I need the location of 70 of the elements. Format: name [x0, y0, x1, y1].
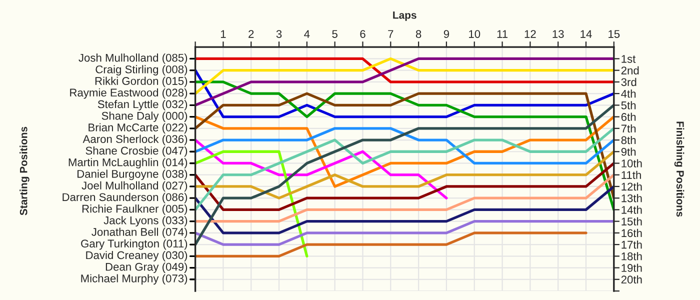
x-tick-label: 2: [248, 30, 254, 38]
series-label: Aaron Sherlock (036): [82, 134, 188, 146]
x-tick-label: 13: [552, 30, 564, 38]
y-tick-label: 4th: [621, 90, 636, 98]
x-tick-label: 1: [220, 30, 226, 38]
line-series: [195, 127, 614, 212]
y-tick-label: 6th: [621, 112, 636, 121]
y-tick-label: 15th: [622, 217, 642, 226]
text: Michael Murphy (073): [81, 274, 188, 285]
series-label: David Creaney (030): [86, 250, 188, 262]
x-tick-label: 7: [388, 30, 394, 38]
x-tick-label: 6: [360, 30, 366, 38]
line-series: [195, 174, 614, 223]
line-series: [195, 57, 614, 106]
line-series: [195, 115, 614, 188]
y-tick-label: 11th: [622, 170, 641, 179]
line-series: [195, 80, 614, 212]
y-tick-label: 9th: [621, 148, 636, 156]
series-label: Shane Crosbie (047): [86, 146, 188, 157]
line-series: [195, 92, 614, 200]
line-series: [195, 185, 614, 234]
series-label: Jack Lyons (033): [104, 216, 188, 226]
y-tick-label: 14th: [622, 206, 642, 214]
x-axis-title: Laps: [393, 12, 416, 21]
x-tick-label: 10: [469, 30, 480, 38]
series-label: Stefan Lyttle (032): [98, 100, 188, 110]
series-label: Rikki Gordon (015): [95, 76, 188, 88]
text: Dean Gray (049): [106, 262, 188, 273]
line-series: [195, 69, 614, 118]
y-tick-label: 13th: [622, 194, 642, 202]
x-tick-label: 11: [497, 30, 508, 38]
y-tick-label: 7th: [621, 124, 636, 133]
y-tick-label: 19th: [622, 264, 642, 272]
series-label: Richie Faulkner (005): [82, 204, 188, 215]
x-tick-label: 12: [524, 30, 536, 38]
series-label: Martin McLaughlin (014): [68, 158, 188, 168]
series-label: Shane Daly (000): [102, 112, 188, 122]
y-tick-label: 8th: [621, 136, 636, 144]
x-tick-label: 9: [444, 30, 450, 38]
x-tick-label: 8: [416, 30, 422, 38]
series-label: Brian McCarte (022): [88, 123, 188, 134]
series-label: Raymie Eastwood (028): [70, 88, 188, 99]
x-tick-label: 15: [608, 30, 620, 38]
line-series: [195, 104, 614, 246]
line-series: [195, 150, 614, 200]
y-tick-label: 18th: [622, 252, 642, 260]
series-label: Jonathan Bell (074): [92, 228, 188, 238]
y-tick-label: 3rd: [621, 78, 636, 86]
y-tick-label: 5th: [621, 101, 636, 110]
y-tick-label: 12th: [622, 182, 642, 191]
series-label: Daniel Burgoyne (038): [78, 170, 188, 180]
series-label: Joel Mulholland (027): [82, 181, 188, 192]
x-tick-label: 14: [580, 30, 592, 38]
y-tick-label: 1st: [622, 55, 636, 63]
y-tick-label: 2nd: [621, 66, 639, 74]
y-tick-label: 16th: [622, 228, 642, 238]
series-label: Craig Stirling (008): [96, 65, 188, 76]
series-label: Gary Turkington (011): [81, 239, 188, 250]
line-series: [195, 127, 614, 165]
y-axis-title: Finishing Positions: [674, 122, 684, 217]
line-series: [195, 162, 614, 212]
y-tick-label: 10th: [622, 159, 642, 168]
x-tick-label: 4: [304, 30, 310, 38]
series-label: Darren Saunderson (086): [62, 192, 188, 204]
x-tick-label: 3: [276, 30, 282, 38]
series-label: Josh Mulholland (085): [78, 54, 188, 64]
y-tick-label: 17th: [622, 240, 642, 249]
text: Starting Positions: [20, 126, 30, 216]
y-tick-label: 20th: [621, 275, 642, 284]
x-tick-label: 5: [332, 30, 338, 38]
